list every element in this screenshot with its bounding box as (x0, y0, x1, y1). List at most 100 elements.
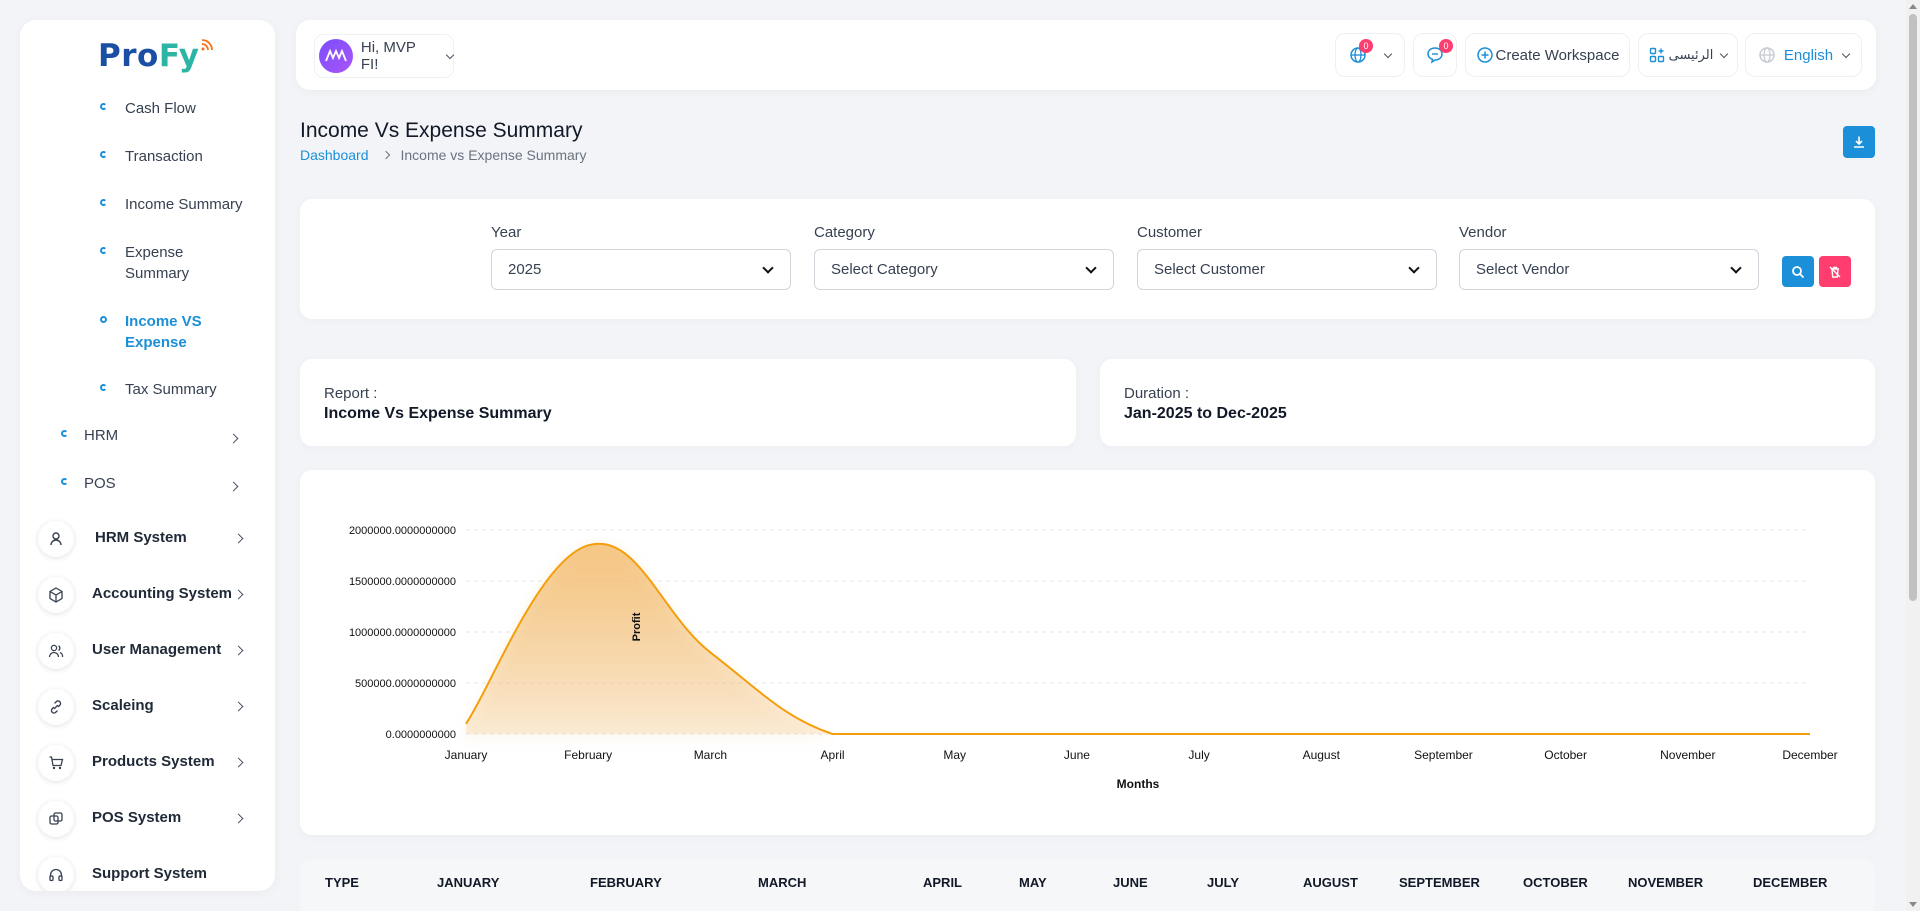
breadcrumb: Dashboard Income vs Expense Summary (300, 147, 586, 163)
scroll-down-arrow[interactable] (1909, 902, 1917, 907)
customer-filter: Customer Select Customer (1137, 224, 1437, 290)
chevron-down-icon (1383, 49, 1393, 58)
chevron-down-icon (1085, 262, 1097, 274)
x-tick-label: February (564, 748, 612, 762)
link-icon (38, 689, 74, 725)
x-tick-label: May (943, 748, 966, 762)
avatar (319, 39, 353, 73)
x-tick-label: June (1064, 748, 1090, 762)
table-header-cell: JANUARY (437, 875, 500, 890)
y-tick-label: 0.0000000000 (386, 729, 456, 741)
sidebar-item-user-management[interactable]: User Management (20, 631, 275, 671)
signal-icon (201, 39, 213, 51)
table-header-cell: AUGUST (1303, 875, 1358, 890)
chevron-down-icon (1720, 49, 1729, 58)
category-select[interactable]: Select Category (814, 249, 1114, 290)
bullet-icon (100, 199, 107, 206)
sidebar-item-accounting-system[interactable]: Accounting System (20, 575, 275, 615)
sidebar-item-support-system[interactable]: Support System (20, 855, 275, 891)
table-header-cell: APRIL (923, 875, 962, 890)
sidebar-item-hrm[interactable]: HRM (20, 425, 275, 451)
chevron-down-icon (1408, 262, 1420, 274)
download-icon (1854, 136, 1864, 148)
chevron-right-icon (381, 150, 390, 160)
x-tick-label: September (1414, 748, 1473, 762)
table-header-cell: JULY (1207, 875, 1240, 890)
reset-filter-button[interactable] (1819, 256, 1851, 287)
topbar: Hi, MVP FI! 0 0 Create Workspace الرئيسى… (296, 20, 1876, 90)
search-icon (1792, 265, 1805, 278)
page-scrollbar[interactable] (1906, 0, 1920, 911)
sidebar-item-products-system[interactable]: Products System (20, 743, 275, 783)
search-button[interactable] (1782, 256, 1814, 287)
scroll-up-arrow[interactable] (1909, 4, 1917, 9)
filter-card: Year 2025 Category Select Category Custo… (300, 199, 1875, 319)
x-tick-label: March (694, 748, 727, 762)
table-header-cell: TYPE (325, 875, 359, 890)
users-icon (38, 633, 74, 669)
x-axis-title: Months (1117, 777, 1160, 791)
y-tick-label: 1000000.0000000000 (349, 627, 456, 639)
table-header-cell: OCTOBER (1523, 875, 1588, 890)
sidebar-item-hrm-system[interactable]: HRM System (20, 519, 275, 559)
profit-area (466, 543, 1810, 734)
sidebar-item-scaleing[interactable]: Scaleing (20, 687, 275, 727)
sidebar-item-pos-system[interactable]: POS System (20, 799, 275, 839)
y-axis-title: Profit (631, 612, 643, 641)
breadcrumb-home-link[interactable]: Dashboard (300, 147, 369, 163)
customer-select[interactable]: Select Customer (1137, 249, 1437, 290)
chevron-down-icon (1841, 49, 1851, 58)
chevron-right-icon (233, 645, 244, 656)
cart-icon (38, 745, 74, 781)
bullet-icon (100, 103, 107, 110)
x-tick-label: April (821, 748, 845, 762)
workspace-switcher[interactable]: الرئيسى (1638, 33, 1738, 77)
scroll-thumb[interactable] (1909, 14, 1917, 601)
chevron-right-icon (233, 757, 244, 768)
chevron-down-icon (1730, 262, 1742, 274)
grid-icon (1649, 47, 1664, 63)
table-header-cell: JUNE (1113, 875, 1148, 890)
chat-button[interactable]: 0 (1413, 33, 1457, 77)
sidebar: ProFy Cash Flow Transaction Income Summa… (20, 20, 275, 891)
y-tick-label: 1500000.0000000000 (349, 576, 456, 588)
chevron-right-icon (228, 481, 239, 492)
language-globe-icon (1759, 47, 1775, 63)
table-header-cell: NOVEMBER (1628, 875, 1704, 890)
table-header-cell: FEBRUARY (590, 875, 662, 890)
globe-menu[interactable]: 0 (1335, 33, 1405, 77)
year-select[interactable]: 2025 (491, 249, 791, 290)
user-menu[interactable]: Hi, MVP FI! (314, 34, 455, 78)
plus-circle-icon (1476, 47, 1493, 63)
y-tick-label: 2000000.0000000000 (349, 525, 456, 537)
x-tick-label: July (1188, 748, 1209, 762)
page-title: Income Vs Expense Summary (300, 119, 583, 142)
globe-icon (1350, 47, 1366, 63)
create-workspace-button[interactable]: Create Workspace (1465, 33, 1630, 77)
download-button[interactable] (1843, 126, 1875, 158)
vendor-select[interactable]: Select Vendor (1459, 249, 1759, 290)
chevron-right-icon (228, 433, 239, 444)
x-tick-label: January (445, 748, 488, 762)
breadcrumb-current: Income vs Expense Summary (400, 147, 587, 163)
x-tick-label: August (1303, 748, 1341, 762)
sidebar-item-pos[interactable]: POS (20, 473, 275, 499)
language-selector[interactable]: English (1745, 33, 1862, 77)
bullet-icon (61, 430, 68, 437)
table-header-cell: DECEMBER (1753, 875, 1828, 890)
bullet-icon (61, 478, 68, 485)
chevron-down-icon (762, 262, 774, 274)
chart-card: 0.0000000000 500000.0000000000 1000000.000… (300, 470, 1875, 835)
chevron-right-icon (233, 533, 244, 544)
table-header-cell: MAY (1019, 875, 1047, 890)
notification-badge: 0 (1439, 39, 1453, 53)
chevron-right-icon (233, 813, 244, 824)
duration-card: Duration : Jan-2025 to Dec-2025 (1100, 359, 1875, 446)
report-card: Report : Income Vs Expense Summary (300, 359, 1076, 446)
bullet-icon (100, 316, 107, 323)
chevron-right-icon (233, 589, 244, 600)
x-tick-label: November (1660, 748, 1715, 762)
profy-logo[interactable]: ProFy (98, 38, 213, 74)
trash-icon (1829, 266, 1841, 278)
profit-line (465, 542, 1810, 735)
